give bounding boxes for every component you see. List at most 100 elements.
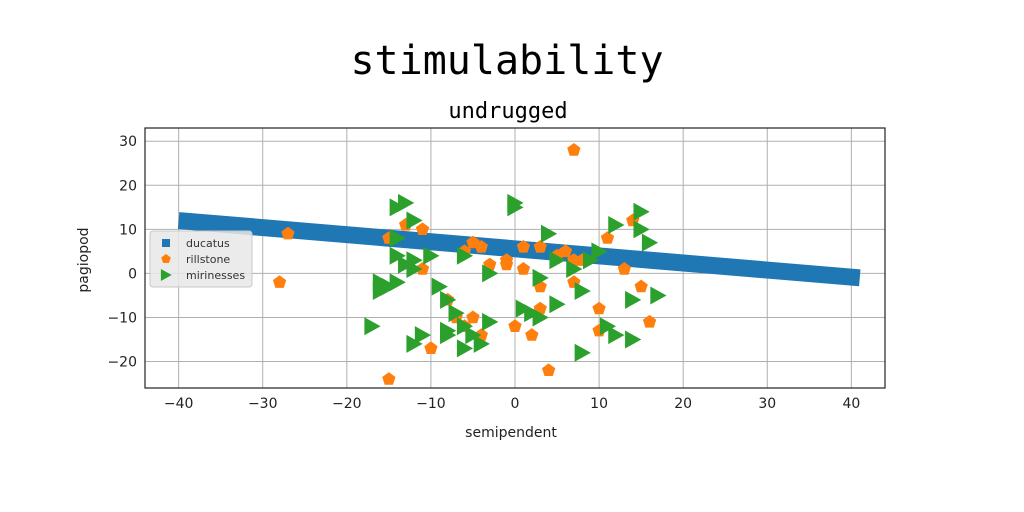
data-point-rillstone — [542, 363, 556, 376]
data-point-mirinesses — [456, 246, 474, 265]
data-point-rillstone — [558, 244, 573, 258]
legend-marker-rillstone — [161, 254, 171, 263]
data-point-mirinesses — [608, 215, 625, 234]
tick-labels: −40 −30 −20 −10 0 10 20 30 40 −20 −10 0 10 20 30 — [107, 134, 860, 412]
data-point-mirinesses — [440, 290, 457, 309]
data-point-mirinesses — [456, 339, 474, 358]
data-point-mirinesses — [650, 286, 667, 305]
x-axis-label: semipendent — [465, 425, 557, 441]
legend-box — [149, 230, 253, 288]
data-point-mirinesses — [549, 295, 566, 314]
data-point-rillstone — [617, 262, 631, 275]
data-point-rillstone — [516, 240, 531, 253]
data-point-rillstone — [516, 262, 531, 275]
data-point-rillstone — [415, 222, 430, 235]
data-point-rillstone — [466, 310, 480, 324]
data-point-mirinesses — [465, 326, 482, 345]
legend-label-mirinesses: mirinesses — [186, 269, 245, 282]
data-point-mirinesses — [406, 334, 423, 353]
data-point-mirinesses — [406, 260, 423, 279]
data-point-mirinesses — [641, 233, 659, 252]
data-point-rillstone — [382, 372, 396, 385]
legend-label-ducatus: ducatus — [186, 237, 230, 250]
data-point-mirinesses — [633, 202, 650, 221]
data-point-mirinesses — [389, 229, 406, 248]
data-point-mirinesses — [456, 317, 474, 336]
data-point-mirinesses — [389, 273, 406, 292]
data-point-mirinesses — [507, 198, 524, 217]
x-tick-label: 30 — [758, 396, 776, 412]
x-tick-label: 40 — [842, 396, 860, 412]
chart-title: undrugged — [448, 99, 567, 124]
series-rillstone — [272, 143, 657, 385]
data-point-mirinesses — [431, 277, 448, 296]
data-point-mirinesses — [549, 251, 566, 270]
data-point-rillstone — [600, 231, 615, 244]
x-tick-label: 0 — [511, 396, 520, 412]
y-axis-label: pagiopod — [76, 227, 92, 292]
data-point-mirinesses — [473, 334, 490, 353]
data-point-rillstone — [533, 240, 547, 253]
y-tick-label: −20 — [107, 355, 137, 371]
data-point-mirinesses — [591, 242, 608, 261]
y-tick-label: −10 — [107, 310, 137, 326]
legend-marker-mirinesses — [160, 269, 172, 281]
axes-frame — [144, 127, 886, 389]
x-tick-label: −30 — [248, 396, 278, 412]
x-tick-label: −40 — [164, 396, 194, 412]
data-point-mirinesses — [532, 268, 549, 287]
x-tick-label: 20 — [674, 396, 692, 412]
data-point-mirinesses — [414, 326, 432, 345]
data-point-rillstone — [499, 253, 514, 266]
y-tick-label: 30 — [119, 134, 137, 150]
data-point-mirinesses — [406, 211, 423, 230]
data-point-mirinesses — [482, 264, 499, 283]
data-point-mirinesses — [599, 317, 617, 336]
data-point-rillstone — [642, 314, 657, 328]
data-point-mirinesses — [448, 304, 465, 323]
data-point-rillstone — [474, 240, 488, 253]
data-point-mirinesses — [482, 312, 499, 331]
data-point-mirinesses — [372, 273, 390, 292]
data-point-mirinesses — [540, 224, 558, 243]
data-point-mirinesses — [364, 317, 381, 336]
data-point-rillstone — [592, 301, 606, 315]
data-point-rillstone — [415, 262, 430, 275]
data-point-mirinesses — [398, 193, 415, 212]
series-mirinesses — [364, 193, 667, 362]
data-point-mirinesses — [524, 304, 541, 323]
data-point-mirinesses — [423, 246, 440, 265]
data-point-rillstone — [272, 275, 287, 288]
y-tick-label: 0 — [128, 266, 137, 282]
y-tick-label: 10 — [119, 222, 137, 238]
data-point-rillstone — [567, 143, 581, 156]
data-point-mirinesses — [515, 299, 532, 318]
data-point-mirinesses — [574, 343, 591, 362]
data-point-mirinesses — [608, 326, 625, 345]
chart-suptitle: stimulability — [350, 38, 663, 84]
data-point-rillstone — [525, 328, 539, 341]
data-point-mirinesses — [381, 277, 398, 296]
data-point-mirinesses — [398, 255, 415, 274]
legend-marker-ducatus — [162, 239, 170, 247]
y-tick-label: 20 — [119, 178, 137, 194]
data-point-mirinesses — [574, 282, 591, 301]
data-point-mirinesses — [566, 260, 583, 279]
data-point-rillstone — [634, 279, 648, 293]
data-point-mirinesses — [625, 290, 642, 309]
x-tick-label: −20 — [332, 396, 362, 412]
data-point-mirinesses — [583, 251, 600, 270]
data-point-mirinesses — [625, 330, 642, 349]
data-point-mirinesses — [389, 198, 406, 217]
x-tick-label: −10 — [416, 396, 446, 412]
x-tick-label: 10 — [590, 396, 608, 412]
data-point-rillstone — [508, 319, 522, 332]
legend: ducatus rillstone mirinesses — [149, 230, 253, 288]
data-point-rillstone — [424, 341, 438, 354]
legend-label-rillstone: rillstone — [186, 253, 230, 266]
data-point-rillstone — [281, 226, 295, 240]
data-point-mirinesses — [389, 246, 406, 265]
data-point-mirinesses — [532, 308, 549, 327]
data-point-mirinesses — [633, 220, 650, 239]
